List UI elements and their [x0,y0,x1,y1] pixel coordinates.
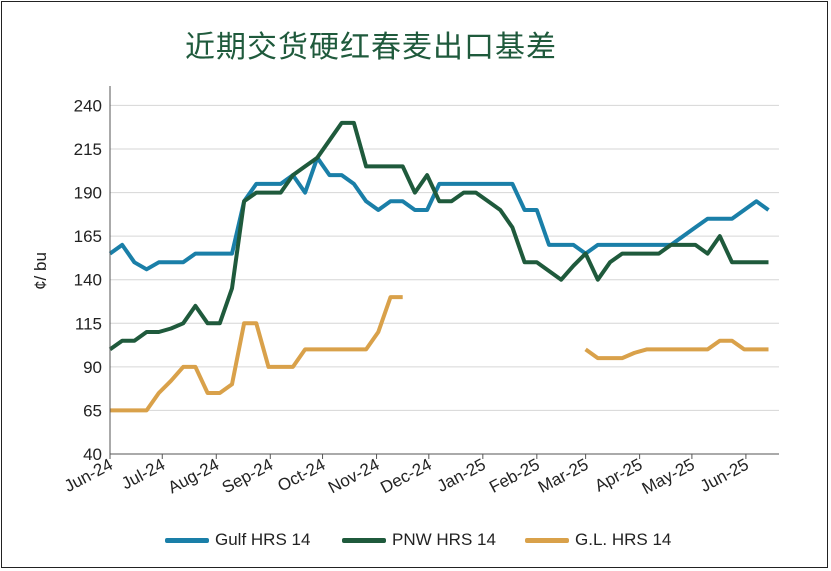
x-tick-label: Jul-24 [118,455,168,494]
x-tick-label: Jan-25 [434,455,489,496]
x-tick-label: Jun-25 [697,455,752,496]
legend-item: PNW HRS 14 [342,527,496,553]
y-axis-ticks: 40 65 90 115 140 165 190 215 240 [74,96,102,464]
legend-label: Gulf HRS 14 [215,530,311,549]
y-tick-label: 190 [74,184,102,203]
x-tick-label: May-25 [639,455,698,498]
y-tick-label: 165 [74,227,102,246]
chart-legend: Gulf HRS 14 PNW HRS 14 G.L. HRS 14 [0,527,831,553]
legend-label: G.L. HRS 14 [575,530,672,549]
y-tick-label: 65 [83,401,102,420]
y-tick-label: 215 [74,140,102,159]
x-tick-label: Aug-24 [165,455,222,498]
series-lines [108,120,770,413]
y-tick-label: 40 [83,445,102,464]
legend-item: Gulf HRS 14 [165,527,310,553]
legend-swatch [342,537,386,543]
x-tick-label: Sep-24 [219,455,276,498]
legend-swatch [525,537,569,543]
series-line-gulf-hrs-14 [108,155,770,272]
y-tick-label: 240 [74,96,102,115]
y-tick-label: 90 [83,358,102,377]
legend-label: PNW HRS 14 [392,530,496,549]
x-tick-label: Nov-24 [325,455,382,498]
x-axis-ticks: Jun-24 Jul-24Aug-24Sep-24Oct-24Nov-24Dec-… [61,454,752,498]
y-tick-label: 140 [74,271,102,290]
series-line-pnw-hrs-14 [108,120,769,352]
series-line-g-l-hrs-14-segment-2 [584,338,769,361]
legend-swatch [165,537,209,543]
x-tick-label: Feb-25 [486,455,542,497]
y-tick-label: 115 [75,314,102,333]
x-tick-label: Oct-24 [274,455,328,496]
chart-title: 近期交货硬红春麦出口基差 [185,30,557,65]
gridlines [110,104,779,411]
series-line-g-l-hrs-14-segment-1 [110,295,403,413]
chart-plot: 40 65 90 115 140 165 190 215 240 Jun-24 Jul-24Aug… [31,86,779,498]
x-tick-label: Mar-25 [535,455,591,497]
x-tick-label: Apr-25 [592,455,646,496]
x-tick-label: Dec-24 [377,455,434,498]
y-axis-label: ¢/ bu [31,252,50,290]
legend-item: G.L. HRS 14 [525,527,671,553]
